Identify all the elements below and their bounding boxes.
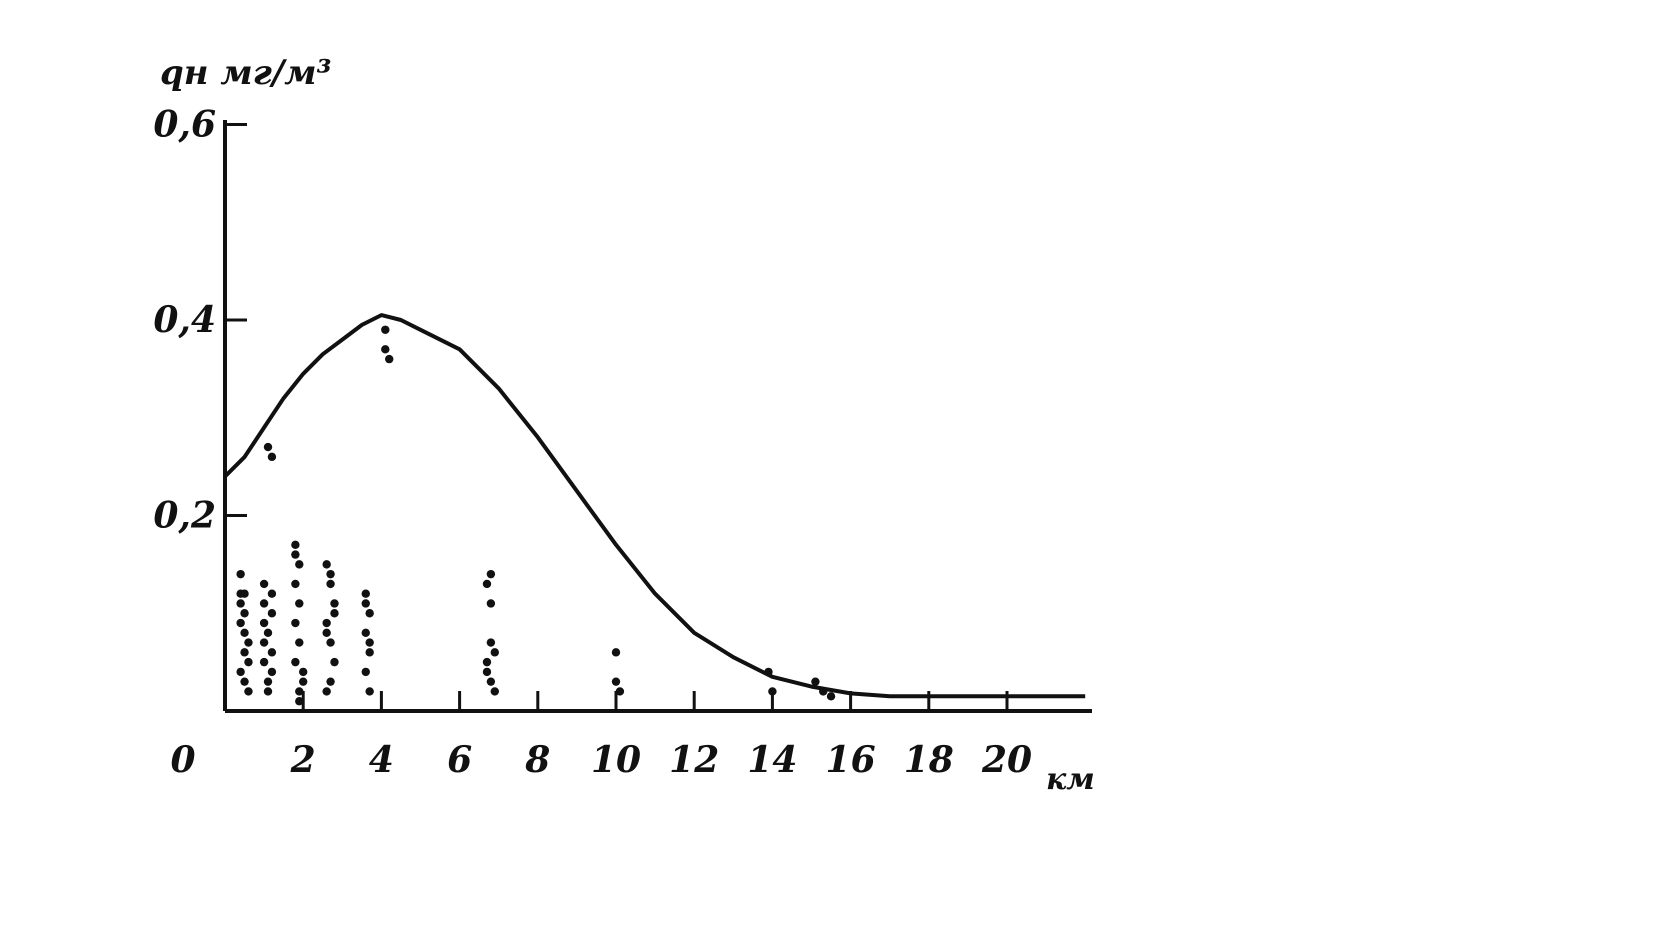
data-point: [611, 648, 621, 657]
data-point: [365, 687, 374, 696]
data-point: [259, 618, 269, 628]
data-point: [291, 618, 300, 628]
data-point: [361, 599, 370, 608]
data-point: [486, 599, 496, 608]
data-point: [365, 638, 374, 647]
data-point: [330, 609, 339, 618]
data-point: [267, 609, 277, 618]
data-point: [482, 657, 492, 667]
data-point: [819, 687, 828, 696]
data-point: [490, 687, 499, 696]
data-point: [299, 677, 308, 686]
data-point: [295, 697, 304, 706]
data-point: [322, 687, 331, 696]
data-point: [259, 657, 269, 667]
data-point: [482, 667, 492, 677]
data-point: [381, 345, 390, 354]
data-point: [263, 442, 273, 452]
data-point: [295, 638, 304, 647]
data-point: [240, 609, 249, 618]
data-point: [326, 569, 335, 579]
axes: [223, 120, 1092, 713]
data-point: [385, 354, 394, 364]
data-point: [826, 692, 836, 701]
data-point: [240, 677, 249, 686]
x-tick-label: 14: [747, 739, 797, 781]
y-tick-label: 0,4: [153, 299, 216, 341]
data-point: [295, 599, 304, 608]
data-point: [764, 667, 773, 677]
data-point: [811, 677, 820, 686]
data-point: [611, 677, 621, 686]
data-point: [322, 628, 331, 637]
data-point: [615, 687, 625, 696]
data-point: [236, 599, 245, 608]
data-point: [482, 579, 492, 589]
ticks-layer: 0 2 4 6 8 10 12 14 16 18 20 0,2 0,4 0,6: [153, 104, 1032, 782]
data-point: [236, 667, 245, 677]
data-point: [291, 540, 300, 550]
data-point: [267, 648, 277, 657]
data-point: [263, 687, 273, 696]
data-point: [361, 628, 370, 637]
x-tick-label: 18: [904, 739, 954, 781]
data-point: [240, 648, 249, 657]
data-point: [267, 452, 277, 462]
data-point: [490, 648, 499, 657]
data-point: [326, 579, 335, 589]
x-tick-label: 2: [290, 739, 316, 781]
data-point: [236, 569, 245, 579]
data-point: [267, 667, 277, 677]
data-point: [322, 560, 331, 569]
x-axis-unit-label: км: [1046, 762, 1095, 797]
data-point: [295, 687, 304, 696]
x-tick-label: 10: [591, 739, 641, 781]
data-point: [263, 677, 273, 686]
fitted-curve: [223, 313, 1086, 699]
data-point: [259, 638, 269, 647]
data-point: [295, 560, 304, 569]
data-point: [236, 618, 245, 628]
data-point: [244, 657, 253, 667]
data-point: [486, 677, 496, 686]
data-point: [259, 579, 269, 589]
data-point: [263, 628, 273, 637]
data-point: [267, 589, 277, 598]
data-point: [291, 579, 300, 589]
data-point: [361, 589, 370, 598]
x-tick-label: 16: [826, 739, 876, 781]
x-tick-label: 20: [981, 739, 1032, 781]
data-point: [322, 618, 331, 628]
data-point: [381, 325, 390, 334]
data-point: [361, 667, 370, 677]
x-tick-label: 6: [447, 739, 472, 781]
data-point: [326, 677, 335, 686]
y-tick-label: 0,2: [153, 495, 216, 537]
y-axis-label: qн мг/м³: [160, 53, 331, 93]
data-point: [365, 609, 374, 618]
data-point: [330, 599, 339, 608]
curve-layer: [223, 313, 1086, 699]
data-point: [326, 638, 335, 647]
data-point: [486, 638, 496, 647]
data-point: [291, 657, 300, 667]
data-point: [486, 569, 496, 579]
data-point: [299, 667, 308, 677]
y-tick-label: 0,6: [153, 104, 216, 146]
data-point: [365, 648, 374, 657]
data-point: [330, 657, 339, 667]
x-tick-label: 0: [170, 739, 195, 781]
data-point: [244, 687, 253, 696]
data-point: [259, 599, 269, 608]
data-point: [240, 628, 249, 637]
data-point: [244, 638, 253, 647]
x-tick-label: 12: [669, 739, 719, 781]
x-tick-label: 8: [524, 739, 550, 781]
data-point: [291, 550, 300, 559]
data-point: [240, 589, 249, 598]
points-layer: [236, 325, 836, 706]
x-tick-label: 4: [369, 739, 394, 781]
